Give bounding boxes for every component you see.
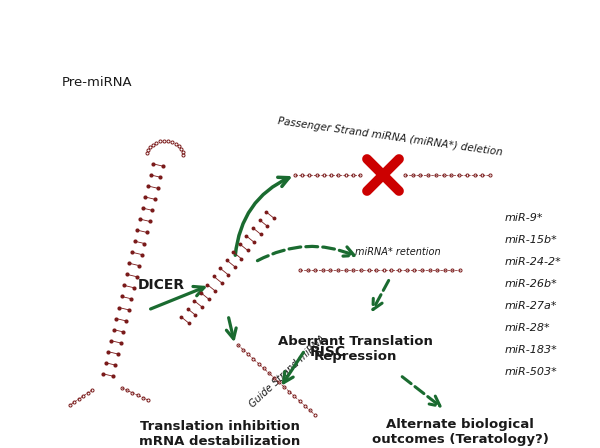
Text: DICER: DICER: [138, 278, 185, 292]
Text: miR-24-2*: miR-24-2*: [505, 257, 562, 267]
Text: Aberrant Translation
Repression: Aberrant Translation Repression: [278, 335, 433, 363]
Text: miRNA* retention: miRNA* retention: [355, 247, 440, 257]
Text: Alternate biological
outcomes (Teratology?): Alternate biological outcomes (Teratolog…: [371, 418, 548, 446]
Text: Guide Strand miRNA: Guide Strand miRNA: [248, 334, 328, 410]
Text: miR-28*: miR-28*: [505, 323, 551, 333]
Text: miR-183*: miR-183*: [505, 345, 558, 355]
Text: miR-27a*: miR-27a*: [505, 301, 557, 311]
Text: miR-15b*: miR-15b*: [505, 235, 558, 245]
Text: Translation inhibition
mRNA destabilization: Translation inhibition mRNA destabilizat…: [139, 420, 301, 448]
Text: RISC: RISC: [310, 345, 346, 359]
Text: Pre-miRNA: Pre-miRNA: [62, 77, 133, 90]
Text: miR-26b*: miR-26b*: [505, 279, 558, 289]
Text: miR-503*: miR-503*: [505, 367, 558, 377]
Text: miR-9*: miR-9*: [505, 213, 544, 223]
Text: Passenger Strand miRNA (miRNA*) deletion: Passenger Strand miRNA (miRNA*) deletion: [277, 116, 503, 158]
